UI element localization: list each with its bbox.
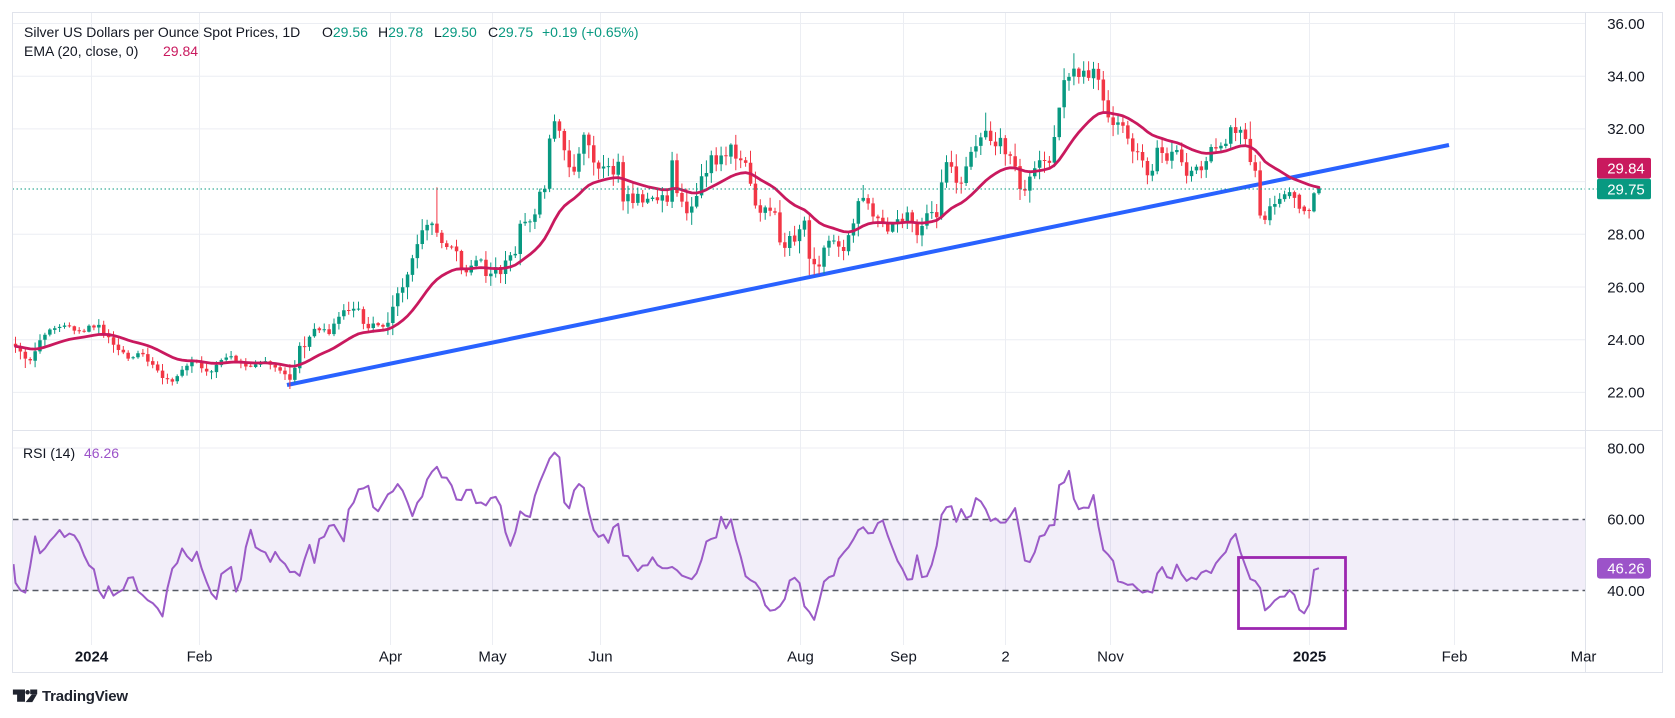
svg-text:32.00: 32.00 [1607, 121, 1645, 138]
svg-text:L29.50: L29.50 [434, 24, 477, 40]
svg-text:Silver US Dollars per Ounce Sp: Silver US Dollars per Ounce Spot Prices,… [24, 24, 300, 40]
svg-text:RSI (14): RSI (14) [23, 445, 75, 461]
svg-text:46.26: 46.26 [84, 445, 119, 461]
svg-text:EMA (20, close, 0): EMA (20, close, 0) [24, 43, 138, 59]
svg-text:O29.56: O29.56 [322, 24, 368, 40]
svg-text:2: 2 [1001, 649, 1009, 666]
svg-text:Mar: Mar [1571, 649, 1597, 666]
svg-text:46.26: 46.26 [1607, 561, 1645, 578]
svg-text:29.75: 29.75 [1607, 181, 1645, 198]
svg-text:60.00: 60.00 [1607, 512, 1645, 529]
svg-text:Sep: Sep [890, 649, 917, 666]
svg-text:22.00: 22.00 [1607, 385, 1645, 402]
svg-text:24.00: 24.00 [1607, 332, 1645, 349]
svg-text:Feb: Feb [1442, 649, 1468, 666]
svg-text:29.84: 29.84 [1607, 161, 1645, 178]
svg-text:29.84: 29.84 [163, 43, 198, 59]
svg-text:80.00: 80.00 [1607, 440, 1645, 457]
svg-text:Apr: Apr [379, 649, 402, 666]
svg-text:TradingView: TradingView [42, 688, 128, 705]
svg-text:Aug: Aug [787, 649, 814, 666]
svg-text:40.00: 40.00 [1607, 583, 1645, 600]
svg-text:Jun: Jun [588, 649, 612, 666]
svg-text:36.00: 36.00 [1607, 16, 1645, 33]
svg-text:May: May [478, 649, 507, 666]
svg-text:2024: 2024 [75, 649, 109, 666]
svg-text:28.00: 28.00 [1607, 227, 1645, 244]
svg-text:H29.78: H29.78 [378, 24, 423, 40]
svg-text:34.00: 34.00 [1607, 69, 1645, 86]
svg-text:2025: 2025 [1293, 649, 1326, 666]
svg-text:C29.75: C29.75 [488, 24, 533, 40]
svg-text:Nov: Nov [1097, 649, 1124, 666]
svg-text:Feb: Feb [187, 649, 213, 666]
svg-text:26.00: 26.00 [1607, 279, 1645, 296]
svg-text:+0.19 (+0.65%): +0.19 (+0.65%) [542, 24, 639, 40]
